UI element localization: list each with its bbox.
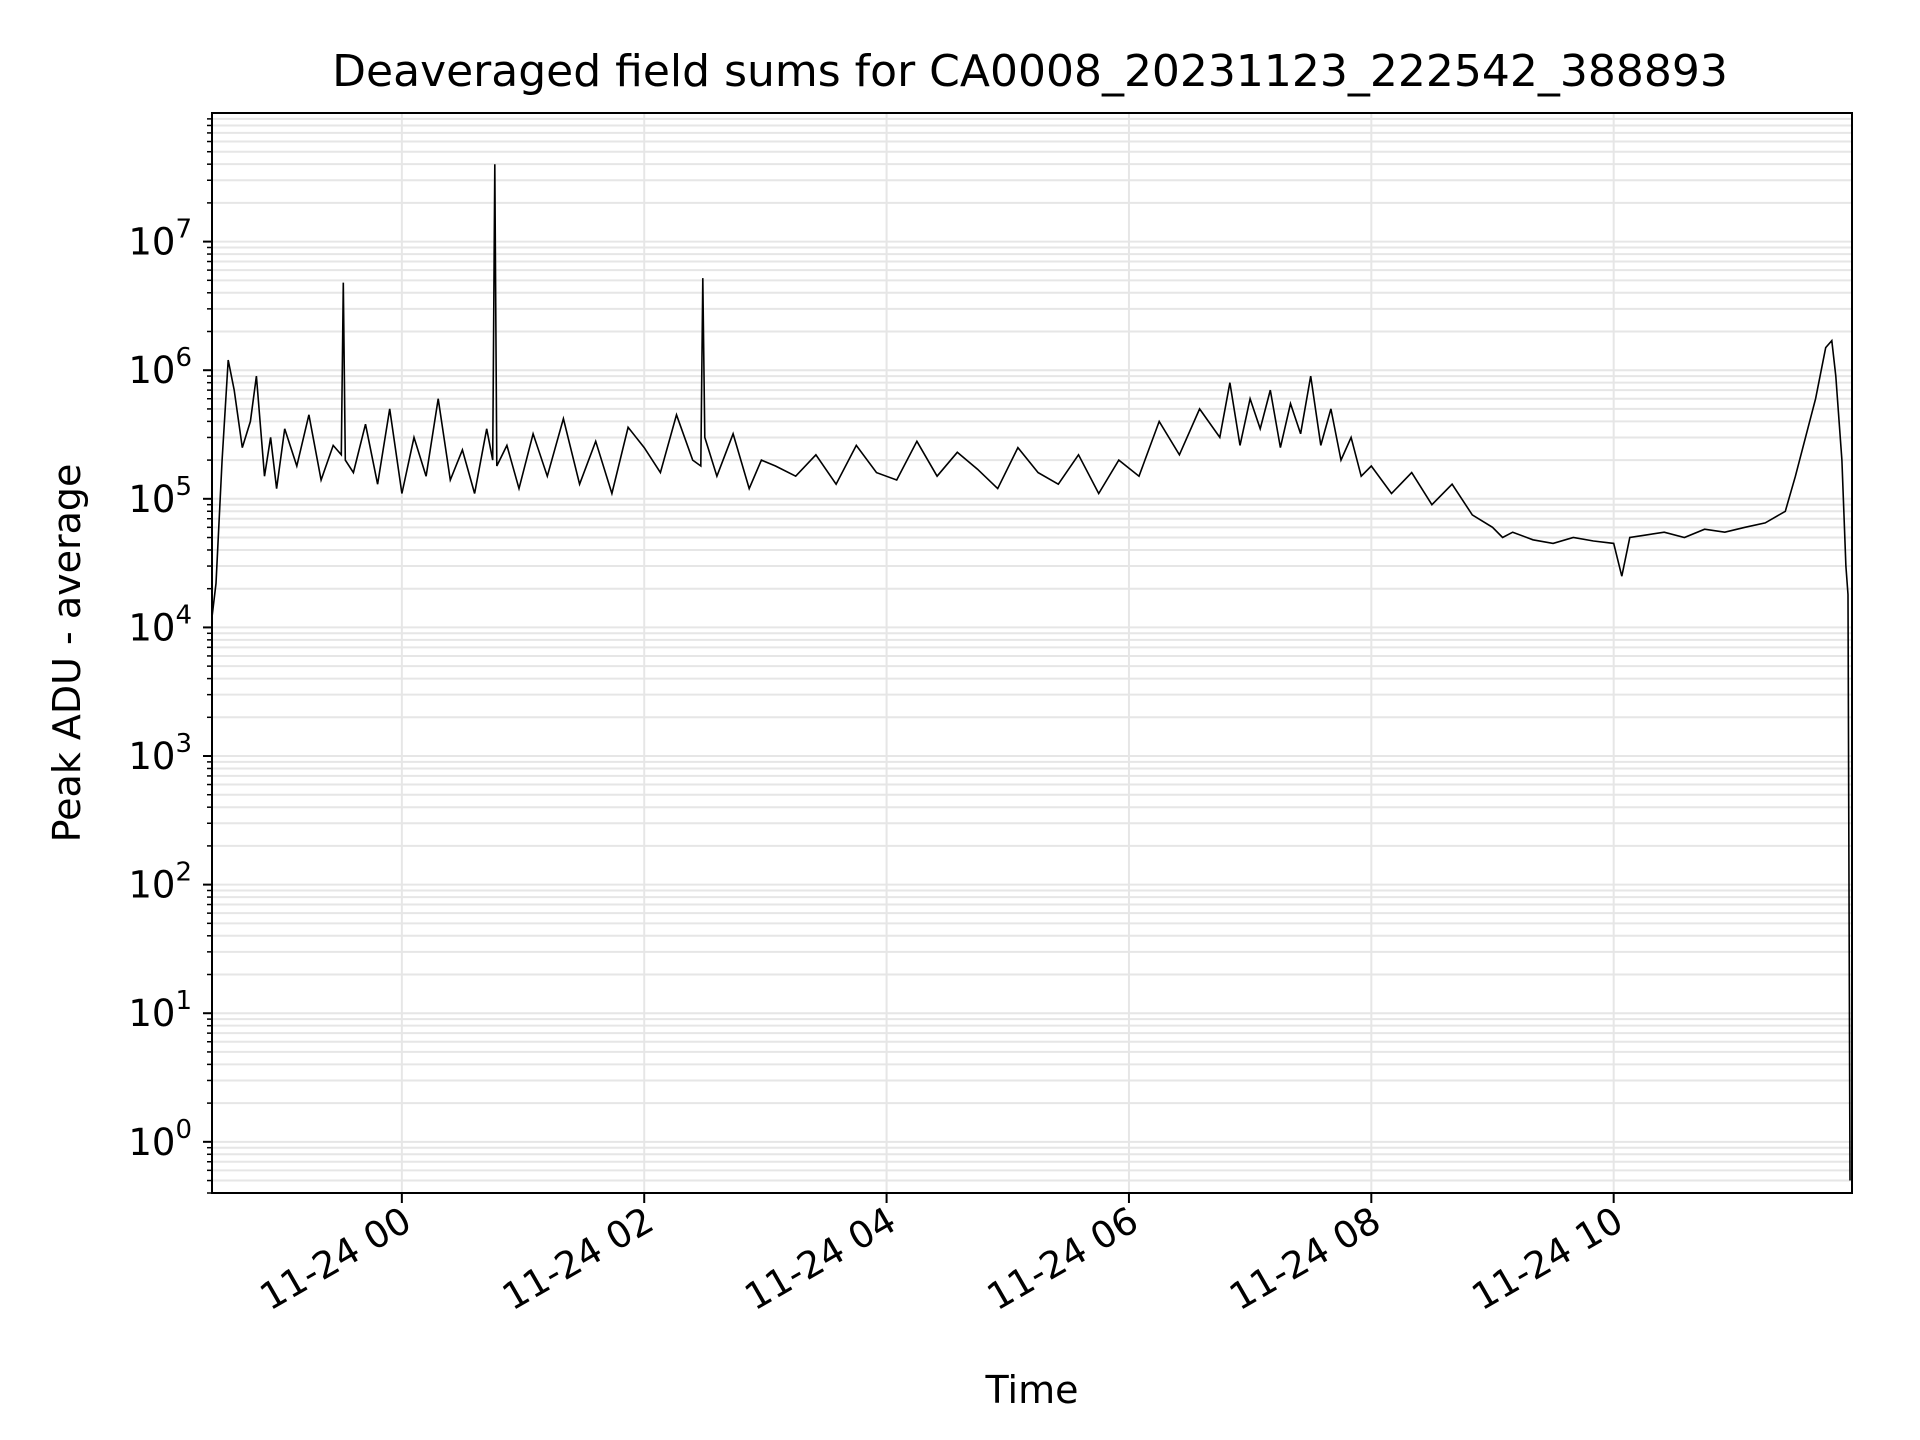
y-tick-base: 10 bbox=[128, 1121, 175, 1164]
y-tick-base: 10 bbox=[128, 606, 175, 649]
y-tick-base: 10 bbox=[128, 992, 175, 1035]
y-tick-exponent: 3 bbox=[175, 729, 192, 759]
y-tick-label: 100 bbox=[128, 1115, 192, 1164]
y-tick-exponent: 1 bbox=[175, 986, 192, 1016]
y-tick-exponent: 4 bbox=[175, 600, 192, 630]
y-tick-exponent: 5 bbox=[175, 472, 192, 502]
y-tick-base: 10 bbox=[128, 478, 175, 521]
chart-title: Deaveraged field sums for CA0008_2023112… bbox=[332, 46, 1728, 97]
y-tick-base: 10 bbox=[128, 349, 175, 392]
y-tick-exponent: 7 bbox=[175, 215, 192, 245]
y-tick-label: 105 bbox=[128, 472, 192, 521]
y-tick-base: 10 bbox=[128, 864, 175, 907]
y-tick-label: 104 bbox=[128, 600, 192, 649]
y-axis-label: Peak ADU - average bbox=[45, 464, 89, 843]
series-line bbox=[211, 164, 1851, 1181]
y-tick-base: 10 bbox=[128, 735, 175, 778]
y-tick-label: 102 bbox=[128, 858, 192, 907]
x-axis-label: Time bbox=[985, 1368, 1079, 1412]
y-tick-exponent: 6 bbox=[175, 343, 192, 373]
y-tick-exponent: 0 bbox=[175, 1115, 192, 1145]
y-tick-label: 101 bbox=[128, 986, 192, 1035]
data-layer bbox=[211, 164, 1851, 1181]
y-tick-label: 103 bbox=[128, 729, 192, 778]
y-tick-label: 106 bbox=[128, 343, 192, 392]
y-tick-label: 107 bbox=[128, 215, 192, 264]
y-tick-exponent: 2 bbox=[175, 858, 192, 888]
plot-area-frame bbox=[211, 112, 1853, 1194]
grid-lines bbox=[212, 113, 1852, 1194]
y-tick-base: 10 bbox=[128, 221, 175, 264]
